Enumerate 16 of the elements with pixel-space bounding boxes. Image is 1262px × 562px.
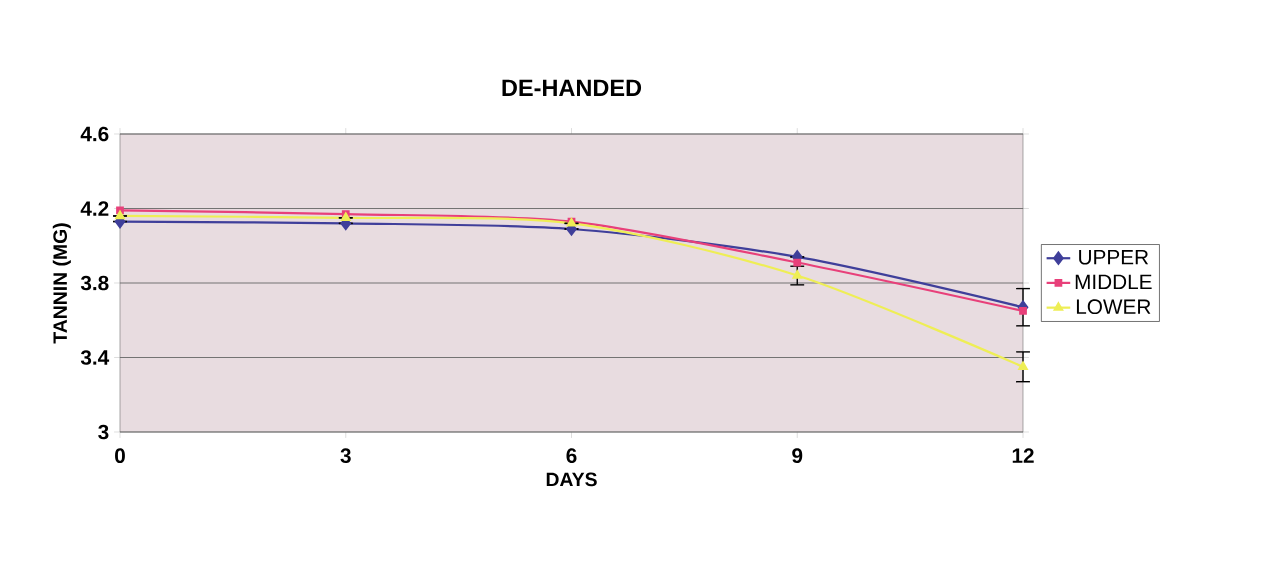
legend-label: MIDDLE [1075,274,1152,289]
y-tick-label: 3 [98,424,109,440]
x-tick-label: 12 [1012,448,1034,463]
x-tick-label: 9 [792,448,803,464]
legend-label: LOWER [1076,299,1151,315]
x-tick-label: 3 [340,448,351,464]
chart-title: DE-HANDED [502,79,642,96]
x-axis-title: DAYS [546,472,597,487]
y-axis-title: TANNIN (MG) [52,223,71,344]
y-tick-label: 4.2 [80,201,109,216]
y-tick-label: 4.6 [80,126,109,142]
x-tick-label: 6 [566,448,577,464]
y-tick-label: 3.4 [80,350,110,365]
x-tick-label: 0 [115,448,125,464]
y-tick-label: 3.8 [80,275,109,291]
legend-label: UPPER [1079,250,1149,265]
